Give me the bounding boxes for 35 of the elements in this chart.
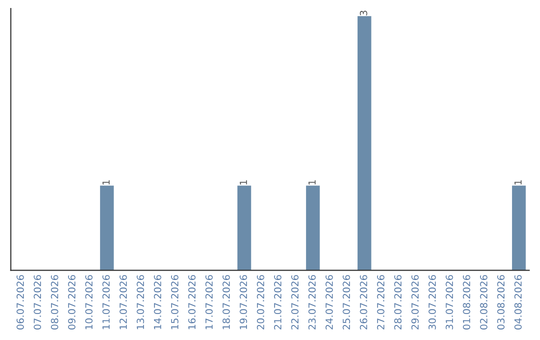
x-tick-label: 17.07.2026: [205, 275, 213, 330]
x-tick-label: 25.07.2026: [342, 275, 350, 330]
x-tick-label: 06.07.2026: [16, 275, 24, 330]
x-tick-label: 08.07.2026: [50, 275, 58, 330]
data-label: 1: [308, 180, 316, 185]
data-label: 1: [240, 180, 247, 185]
x-tick-label: 07.07.2026: [34, 275, 42, 330]
x-tick-label: 23.07.2026: [308, 275, 316, 330]
x-tick-label: 13.07.2026: [136, 275, 144, 330]
x-tick-label: 26.07.2026: [360, 275, 368, 330]
x-tick-label: 29.07.2026: [411, 275, 419, 330]
x-tick-label: 21.07.2026: [274, 275, 282, 330]
data-label: 1: [102, 180, 110, 185]
data-label: 3: [360, 10, 368, 16]
x-tick-label: 10.07.2026: [85, 275, 93, 330]
x-tick-label: 18.07.2026: [222, 275, 230, 330]
x-tick-label: 22.07.2026: [291, 275, 299, 330]
x-tick-label: 31.07.2026: [446, 275, 454, 330]
x-tick-label: 12.07.2026: [120, 275, 127, 330]
x-tick-label: 15.07.2026: [171, 275, 178, 330]
x-tick-label: 04.08.2026: [514, 275, 522, 330]
x-tick-label: 02.08.2026: [480, 275, 488, 330]
x-tick-label: 30.07.2026: [428, 275, 436, 330]
x-tick-label: 24.07.2026: [326, 275, 333, 330]
x-tick-label: 19.07.2026: [240, 275, 248, 330]
x-tick-label: 03.08.2026: [497, 275, 505, 330]
x-tick-label: 14.07.2026: [154, 275, 162, 330]
x-tick-label: 20.07.2026: [256, 275, 264, 330]
data-label: 1: [514, 180, 522, 185]
x-tick-label: 28.07.2026: [394, 275, 402, 330]
x-tick-label: 16.07.2026: [188, 275, 196, 330]
x-tick-label: 01.08.2026: [462, 275, 470, 330]
x-tick-label: 11.07.2026: [102, 275, 110, 330]
x-tick-label: 09.07.2026: [68, 275, 76, 330]
x-tick-label: 27.07.2026: [377, 275, 384, 330]
